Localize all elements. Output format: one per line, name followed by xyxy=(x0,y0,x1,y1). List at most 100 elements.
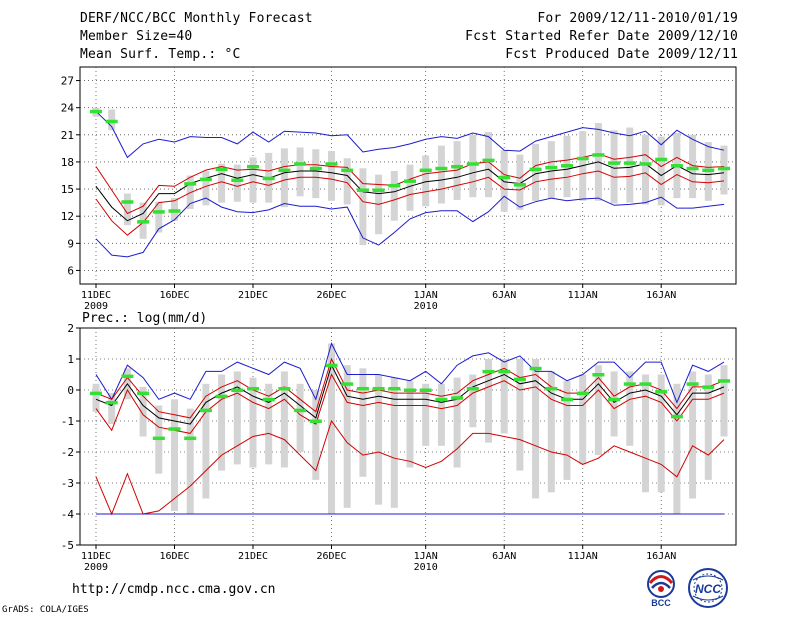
observed-marker xyxy=(121,374,134,379)
series-red-min xyxy=(95,419,725,516)
observed-marker xyxy=(451,164,464,169)
ensemble-box xyxy=(720,365,728,437)
ensemble-box xyxy=(296,383,304,452)
ensemble-box xyxy=(343,365,351,508)
x-tick-label: 21DEC xyxy=(238,290,268,301)
panel2-title: Prec.: log(mm/d) xyxy=(82,311,207,326)
observed-marker xyxy=(137,220,150,224)
observed-marker xyxy=(388,183,401,188)
ensemble-box xyxy=(422,383,430,446)
observed-marker xyxy=(466,386,479,391)
observed-marker xyxy=(278,168,291,173)
grads-credit: GrADS: COLA/IGES xyxy=(2,605,89,615)
ensemble-box xyxy=(500,359,508,434)
ensemble-box xyxy=(249,377,257,468)
observed-marker xyxy=(545,386,558,391)
observed-marker xyxy=(718,379,730,383)
ensemble-box xyxy=(359,368,367,477)
ensemble-box xyxy=(547,371,555,493)
observed-marker xyxy=(90,391,102,396)
ensemble-box xyxy=(218,163,226,203)
observed-marker xyxy=(608,397,621,402)
ensemble-box xyxy=(610,130,618,204)
x-tick-label: 1JAN xyxy=(414,551,438,562)
observed-marker xyxy=(372,188,385,192)
y-tick-label: -3 xyxy=(61,477,74,490)
observed-marker xyxy=(105,119,118,124)
observed-marker xyxy=(498,369,511,374)
y-tick-label: -1 xyxy=(61,415,74,428)
observed-marker xyxy=(121,200,134,204)
series-red-upper xyxy=(95,357,725,419)
observed-marker xyxy=(498,175,511,180)
observed-marker xyxy=(576,156,589,161)
ensemble-box xyxy=(406,380,414,468)
observed-marker xyxy=(686,166,699,171)
observed-marker xyxy=(655,157,668,162)
series-blue-min xyxy=(95,195,725,258)
ensemble-box xyxy=(202,383,210,499)
x-tick-label: 11JAN xyxy=(568,290,598,301)
ensemble-box xyxy=(390,170,398,221)
ensemble-box xyxy=(453,377,461,468)
ensemble-box xyxy=(642,374,649,493)
started-date-label: Fcst Started Refer Date 2009/12/10 xyxy=(465,29,738,44)
observed-marker xyxy=(466,162,479,166)
observed-marker xyxy=(670,414,683,419)
ensemble-box xyxy=(532,359,540,499)
series-blue-max xyxy=(95,342,725,404)
ensemble-box xyxy=(547,141,555,199)
y-tick-label: 27 xyxy=(61,75,74,88)
ensemble-box xyxy=(92,383,100,412)
y-tick-label: -2 xyxy=(61,446,74,459)
observed-marker xyxy=(152,436,165,441)
observed-marker xyxy=(529,167,542,172)
observed-marker xyxy=(325,363,338,368)
observed-marker xyxy=(435,397,448,402)
ensemble-box xyxy=(626,127,634,203)
observed-marker xyxy=(231,388,244,392)
ensemble-box xyxy=(218,374,226,471)
y-tick-label: 15 xyxy=(61,183,74,196)
x-tick-label: 11JAN xyxy=(568,551,598,562)
observed-marker xyxy=(482,158,495,163)
observed-marker xyxy=(325,162,338,166)
ensemble-box xyxy=(249,157,257,203)
observed-marker xyxy=(90,109,102,114)
ensemble-box xyxy=(280,148,288,208)
series-red-upper xyxy=(95,153,725,215)
ensemble-box xyxy=(359,168,367,246)
series-blue-max xyxy=(95,110,725,159)
source-url[interactable]: http://cmdp.ncc.cma.gov.cn xyxy=(72,582,276,597)
ensemble-box xyxy=(343,158,351,205)
x-tick-year-label: 2010 xyxy=(414,301,438,312)
observed-marker xyxy=(168,209,181,213)
ensemble-box xyxy=(689,134,697,199)
x-tick-label: 6JAN xyxy=(492,551,516,562)
observed-marker xyxy=(639,162,652,166)
observed-marker xyxy=(388,386,401,391)
ensemble-box xyxy=(485,132,492,198)
y-tick-label: 6 xyxy=(67,264,74,277)
observed-marker xyxy=(576,391,589,396)
observed-marker xyxy=(545,165,558,170)
observed-marker xyxy=(262,176,275,181)
ensemble-box xyxy=(657,374,665,493)
observed-marker xyxy=(482,369,495,374)
observed-marker xyxy=(670,164,683,168)
observed-marker xyxy=(168,427,181,431)
observed-marker xyxy=(356,188,369,192)
observed-marker xyxy=(309,166,322,171)
observed-marker xyxy=(592,153,605,157)
observed-marker xyxy=(215,394,228,399)
observed-marker xyxy=(655,390,668,394)
observed-marker xyxy=(451,396,464,400)
ensemble-box xyxy=(155,201,163,233)
y-tick-label: 2 xyxy=(67,322,74,335)
ensemble-box xyxy=(296,147,304,197)
ensemble-box xyxy=(390,377,398,508)
observed-marker xyxy=(152,210,165,214)
x-tick-label: 16DEC xyxy=(159,290,189,301)
